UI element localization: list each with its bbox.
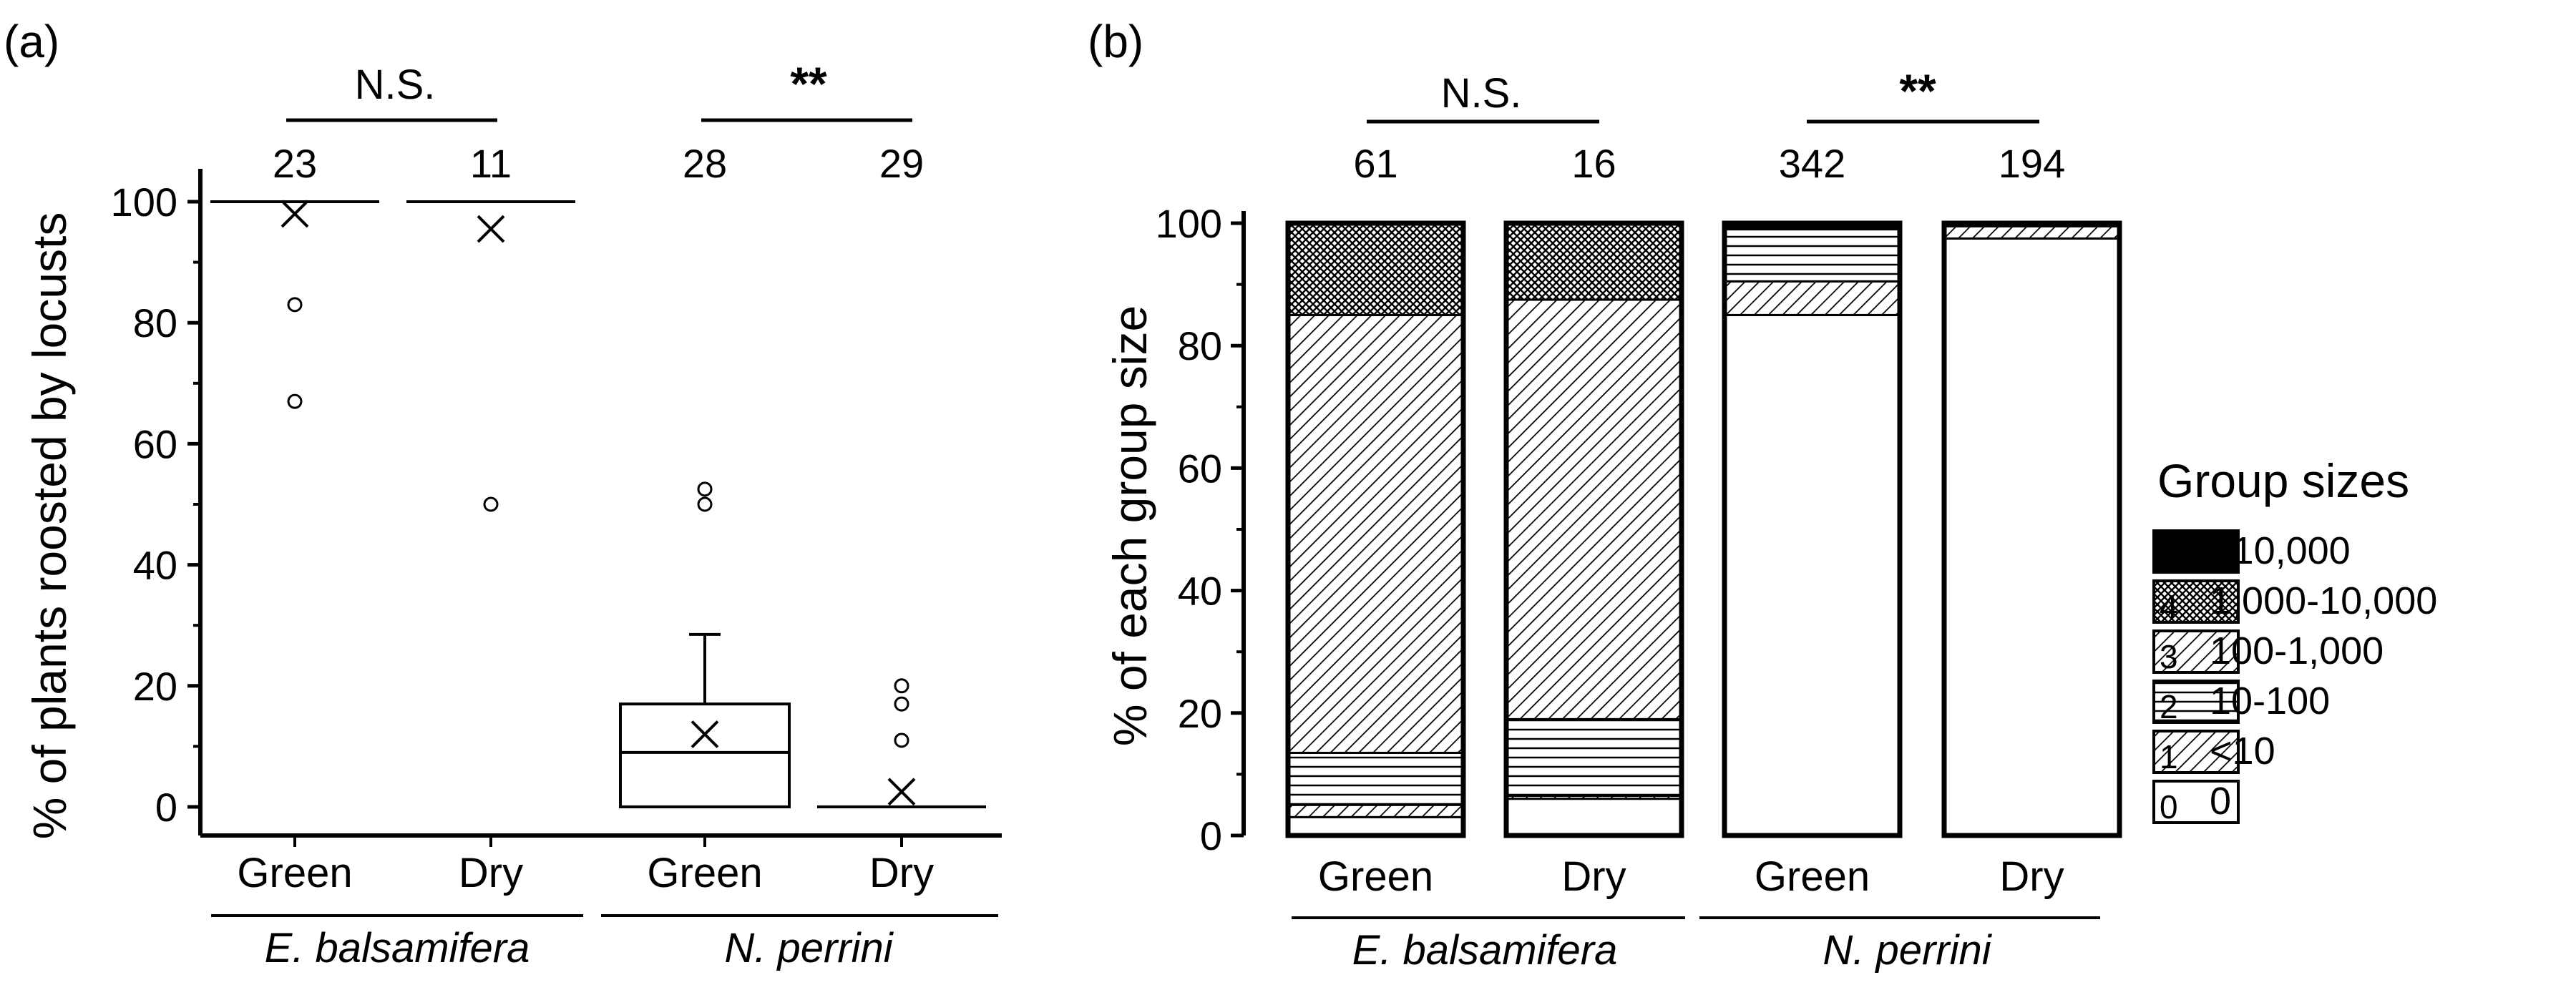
bar-segment-1 xyxy=(1723,280,1901,316)
panel-b-count-label: 16 xyxy=(1571,141,1616,186)
panel-b-species-2: N. perrini xyxy=(1823,927,1992,974)
box xyxy=(619,702,791,808)
outlier-point xyxy=(287,297,303,313)
outlier-point xyxy=(894,696,909,712)
mean-marker xyxy=(477,215,505,243)
legend-label: 100-1,000 xyxy=(2210,629,2384,672)
outlier-point xyxy=(697,481,713,497)
panel-b-y-tick-label: 20 xyxy=(1178,691,1222,736)
outlier-point xyxy=(894,732,909,748)
legend-swatch xyxy=(2152,629,2240,674)
panel-b-count-label: 194 xyxy=(1999,141,2065,186)
panel-b-label: (b) xyxy=(1088,16,1143,67)
bar-segment-1 xyxy=(1943,225,2121,240)
panel-a-count-label: 29 xyxy=(879,141,924,186)
mean-marker xyxy=(280,200,309,228)
legend-label: 1,000-10,000 xyxy=(2210,579,2437,622)
panel-b-count-label: 61 xyxy=(1353,141,1397,186)
bar-segment-0 xyxy=(1723,313,1901,837)
panel-a-y-axis-label: % of plants roosted by locusts xyxy=(23,212,76,840)
panel-a-x-tick-label: Green xyxy=(237,850,352,896)
panel-a-x-tick-label: Green xyxy=(647,850,762,896)
panel-a-x-tick-label: Dry xyxy=(459,850,523,896)
legend-code: 4 xyxy=(2160,588,2178,625)
panel-b-y-tick-label: 60 xyxy=(1178,446,1222,491)
bar-segment-4 xyxy=(1505,222,1683,301)
bar-segment-0 xyxy=(1505,798,1683,837)
panel-b-y-tick-label: 100 xyxy=(1156,201,1222,246)
panel-a-count-label: 11 xyxy=(470,141,512,186)
legend-swatch xyxy=(2152,730,2240,774)
bar-outline xyxy=(1503,220,1684,838)
bar-segment-4 xyxy=(1287,222,1465,316)
panel-a: (a) % of plants roosted by locusts N.S. … xyxy=(4,16,1002,971)
panel-b-y-tick-label: 80 xyxy=(1178,323,1222,368)
panel-a-significance-2: ** xyxy=(790,57,827,110)
panel-a-species-2: N. perrini xyxy=(724,925,894,971)
legend-label: <10 xyxy=(2210,730,2275,773)
panel-b-species-1: E. balsamifera xyxy=(1352,927,1618,974)
mean-marker xyxy=(887,778,916,806)
legend-label: 0 xyxy=(2210,780,2231,823)
panel-b-y-tick-label: 40 xyxy=(1178,569,1222,614)
panel-b: (b) % of each group size N.S. ** 0204060… xyxy=(1088,16,2437,974)
panel-b-count-label: 342 xyxy=(1779,141,1845,186)
bar-segment-2 xyxy=(1505,717,1683,797)
panel-a-x-tick-label: Dry xyxy=(869,850,934,896)
panel-b-x-tick-label: Green xyxy=(1318,853,1433,900)
panel-b-significance-1: N.S. xyxy=(1441,70,1522,117)
legend-swatch xyxy=(2152,529,2240,574)
legend-swatch xyxy=(2152,680,2240,724)
legend-code: 2 xyxy=(2160,688,2178,725)
panel-a-label: (a) xyxy=(4,16,59,67)
bar-segment-0 xyxy=(1943,237,2121,837)
bar-segment-3 xyxy=(1287,313,1465,754)
legend-code: 0 xyxy=(2160,788,2178,825)
panel-b-x-tick-label: Dry xyxy=(1999,853,2064,900)
panel-a-y-tick-label: 20 xyxy=(133,664,177,709)
mean-marker xyxy=(691,720,719,748)
outlier-point xyxy=(287,393,303,409)
panel-a-y-tick-label: 0 xyxy=(155,785,177,830)
legend-title: Group sizes xyxy=(2157,454,2409,507)
bar-segment-2 xyxy=(1287,751,1465,806)
panel-a-count-label: 23 xyxy=(273,141,317,186)
panel-a-species-1: E. balsamifera xyxy=(265,925,530,971)
legend-code: 3 xyxy=(2160,638,2178,675)
panel-b-x-tick-label: Dry xyxy=(1561,853,1626,900)
bar-outline xyxy=(1285,220,1466,838)
legend-label: >10,000 xyxy=(2210,529,2351,572)
panel-b-y-tick-label: 0 xyxy=(1200,813,1222,858)
bar-outline xyxy=(1722,220,1903,838)
legend-swatch xyxy=(2152,780,2240,824)
bar-segment-3 xyxy=(1505,298,1683,720)
bar-outline xyxy=(1941,220,2122,838)
bar-segment-1 xyxy=(1287,803,1465,818)
panel-b-significance-2: ** xyxy=(1899,64,1936,117)
bar-segment-0 xyxy=(1287,815,1465,837)
panel-b-y-axis-label: % of each group size xyxy=(1103,305,1156,746)
legend-code: 1 xyxy=(2160,738,2178,775)
panel-a-significance-1: N.S. xyxy=(355,62,436,108)
panel-a-y-tick-label: 40 xyxy=(133,543,177,588)
legend-swatch xyxy=(2152,579,2240,624)
bar-segment-2 xyxy=(1723,228,1901,283)
outlier-point xyxy=(894,678,909,694)
panel-a-y-tick-label: 60 xyxy=(133,421,177,466)
outlier-point xyxy=(697,496,713,512)
legend-code: 5 xyxy=(2160,538,2178,575)
panel-b-x-tick-label: Green xyxy=(1755,853,1870,900)
panel-a-count-label: 28 xyxy=(683,141,727,186)
panel-a-y-tick-label: 100 xyxy=(111,180,177,225)
legend-label: 10-100 xyxy=(2210,680,2330,722)
panel-a-y-tick-label: 80 xyxy=(133,300,177,345)
legend: Group sizes 5 >10,000 4 1,000-10,000 3 100-1,… xyxy=(2152,454,2437,825)
outlier-point xyxy=(483,496,499,512)
